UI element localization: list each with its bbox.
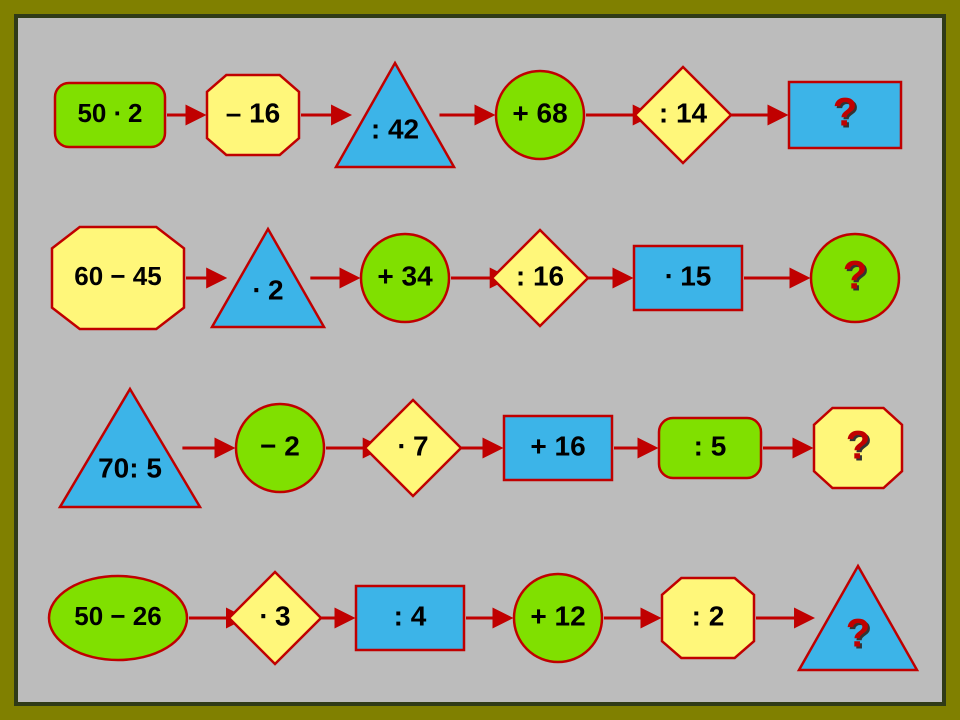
operation-label: ∙ 15: [665, 260, 712, 291]
operation-node: + 12: [514, 574, 602, 662]
operation-label: + 16: [530, 430, 585, 461]
operation-label: : 14: [659, 97, 708, 128]
operation-label: + 68: [512, 97, 567, 128]
operation-node: – 16: [207, 75, 299, 155]
operation-label: – 16: [226, 97, 281, 128]
operation-label: : 5: [694, 430, 727, 461]
operation-node: + 68: [496, 71, 584, 159]
operation-node: 60 − 45: [52, 227, 184, 329]
operation-node: : 2: [662, 578, 754, 658]
operation-label: : 16: [516, 260, 564, 291]
operation-node: + 34: [361, 234, 449, 322]
result-node: ??: [789, 82, 901, 148]
result-node: ??: [811, 234, 899, 322]
operation-label: + 12: [530, 600, 585, 631]
operation-node: 50 − 26: [49, 576, 187, 660]
operation-label: ∙ 3: [259, 600, 290, 631]
result-node: ??: [814, 408, 902, 488]
operation-label: ∙ 7: [397, 430, 428, 461]
operation-label: 60 − 45: [74, 261, 161, 291]
operation-node: : 5: [659, 418, 761, 478]
result-question-mark: ?: [843, 254, 867, 298]
operation-node: + 16: [504, 416, 612, 480]
result-question-mark: ?: [833, 91, 857, 135]
operation-label: 50 ∙ 2: [77, 98, 142, 128]
operation-label: 70: 5: [98, 452, 162, 483]
operation-label: : 42: [371, 113, 419, 144]
operation-label: : 4: [394, 600, 427, 631]
operation-label: 50 − 26: [74, 601, 161, 631]
operation-node: : 4: [356, 586, 464, 650]
operation-label: + 34: [377, 260, 433, 291]
operation-node: 50 ∙ 2: [55, 83, 165, 147]
operation-label: ∙ 2: [252, 274, 283, 305]
operation-label: − 2: [260, 430, 300, 461]
operation-node: ∙ 15: [634, 246, 742, 310]
operation-node: − 2: [236, 404, 324, 492]
result-question-mark: ?: [846, 612, 870, 656]
result-question-mark: ?: [846, 424, 870, 468]
operation-label: : 2: [692, 600, 725, 631]
math-chain-diagram: 50 ∙ 2 – 16 : 42 + 68 : 14?? 60 − 45 ∙ 2 + 34 : …: [0, 0, 960, 720]
